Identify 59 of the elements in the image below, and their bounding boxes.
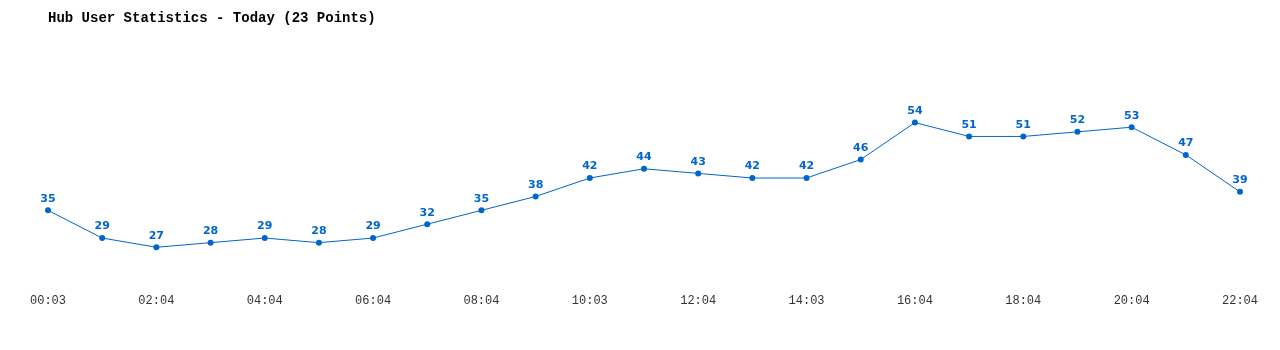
data-label: 51 — [961, 117, 977, 131]
point — [370, 235, 377, 242]
data-label: 27 — [148, 228, 165, 242]
point — [1074, 128, 1081, 135]
data-label: 29 — [365, 219, 381, 233]
point — [315, 239, 322, 246]
x-tick-label: 08:04 — [463, 293, 500, 308]
data-label: 51 — [1015, 117, 1031, 131]
x-tick-label: 18:04 — [1005, 293, 1042, 308]
x-tick-label: 04:04 — [246, 293, 283, 308]
data-label: 42 — [582, 159, 598, 173]
point — [532, 193, 539, 200]
data-label: 28 — [202, 224, 219, 238]
point — [641, 165, 647, 172]
x-tick-label: 20:04 — [1113, 293, 1150, 308]
data-label: 54 — [907, 103, 923, 117]
x-tick-label: 12:04 — [680, 293, 717, 308]
chart-title: Hub User Statistics - Today (23 Points) — [48, 9, 376, 26]
point — [803, 175, 810, 182]
data-label: 39 — [1232, 173, 1248, 187]
data-label: 44 — [636, 150, 652, 164]
point — [45, 207, 51, 214]
x-tick-label: 00:03 — [29, 293, 67, 308]
data-label: 29 — [94, 219, 110, 233]
data-label: 47 — [1178, 136, 1194, 150]
point — [261, 235, 268, 242]
point — [1182, 151, 1189, 158]
point — [1237, 188, 1243, 195]
data-label: 35 — [40, 191, 56, 205]
data-label: 43 — [690, 154, 706, 168]
data-label: 52 — [1069, 113, 1086, 127]
x-tick-label: 02:04 — [138, 293, 175, 308]
data-label: 38 — [527, 177, 544, 191]
point — [1020, 133, 1027, 140]
point — [586, 175, 593, 182]
data-label: 32 — [419, 205, 435, 219]
data-label: 46 — [853, 140, 869, 154]
data-label: 53 — [1123, 108, 1140, 122]
point — [424, 221, 431, 228]
point — [749, 175, 756, 182]
point — [695, 170, 702, 177]
x-tick-label: 10:03 — [571, 293, 608, 308]
point — [478, 207, 485, 214]
data-label: 28 — [311, 224, 327, 238]
point — [1128, 124, 1135, 131]
data-label: 42 — [744, 159, 761, 173]
point — [207, 239, 214, 246]
data-label: 29 — [257, 219, 273, 233]
point — [153, 244, 160, 251]
x-tick-label: 16:04 — [896, 293, 933, 308]
x-tick-label: 22:04 — [1221, 293, 1258, 308]
x-tick-label: 06:04 — [355, 293, 392, 308]
data-label: 42 — [798, 159, 815, 173]
x-tick-label: 14:03 — [788, 293, 825, 308]
point — [99, 235, 106, 242]
point — [857, 156, 864, 163]
point — [966, 133, 973, 140]
point — [911, 119, 918, 126]
data-label: 35 — [473, 191, 490, 205]
